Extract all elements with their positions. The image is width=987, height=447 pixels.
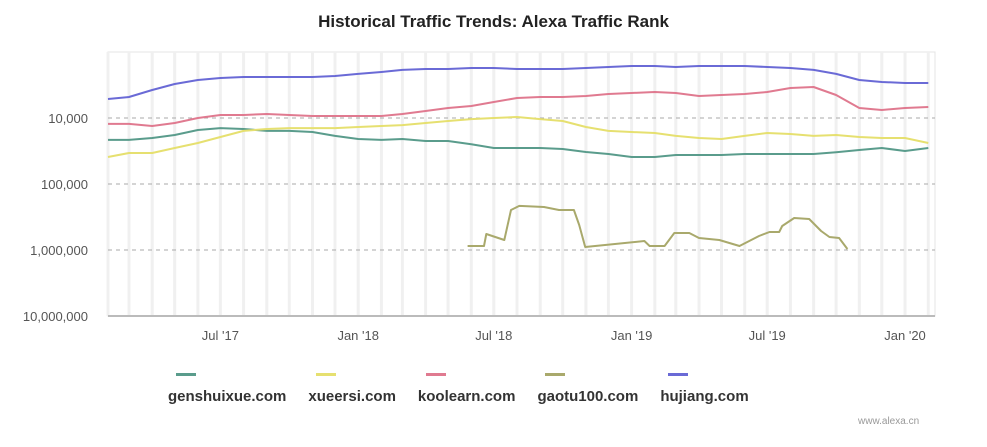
grid: [106, 51, 936, 317]
x-tick-label: Jul '17: [202, 328, 239, 343]
axes: 10,000 100,000 1,000,000 10,000,000 Jul '17 J…: [23, 111, 935, 343]
legend-item-gaotu100[interactable]: gaotu100.com: [537, 372, 638, 405]
y-tick-label: 1,000,000: [30, 243, 88, 258]
legend-swatch: [176, 373, 196, 376]
legend-swatch: [545, 373, 566, 376]
legend-label: genshuixue.com: [168, 388, 287, 405]
x-tick-label: Jul '18: [475, 328, 512, 343]
legend: genshuixue.com xueersi.com koolearn.com …: [168, 372, 771, 405]
chart-title: Historical Traffic Trends: Alexa Traffic…: [318, 12, 669, 31]
plot-area: [107, 51, 936, 317]
series-line-hujiang: [107, 65, 929, 100]
y-tick-label: 100,000: [41, 177, 88, 192]
y-tick-label: 10,000,000: [23, 309, 88, 324]
legend-label: xueersi.com: [308, 388, 396, 405]
x-tick-label: Jan '18: [337, 328, 379, 343]
legend-label: koolearn.com: [417, 388, 516, 405]
series-line-genshuixue: [108, 127, 929, 158]
legend-label: gaotu100.com: [537, 388, 639, 405]
legend-item-hujiang[interactable]: hujiang.com: [660, 372, 749, 405]
series-line-koolearn: [108, 86, 929, 127]
x-tick-label: Jan '19: [611, 328, 653, 343]
series-lines: [107, 65, 929, 250]
legend-swatch: [668, 373, 689, 376]
legend-item-xueersi[interactable]: xueersi.com: [308, 372, 396, 405]
legend-item-koolearn[interactable]: koolearn.com: [417, 372, 516, 405]
legend-swatch: [316, 373, 337, 376]
legend-item-genshuixue[interactable]: genshuixue.com: [168, 372, 286, 405]
legend-swatch: [425, 373, 446, 376]
x-tick-label: Jul '19: [749, 328, 786, 343]
y-tick-label: 10,000: [48, 111, 88, 126]
legend-label: hujiang.com: [660, 388, 749, 405]
series-line-xueersi: [107, 116, 929, 158]
watermark: www.alexa.cn: [858, 416, 920, 427]
x-tick-label: Jan '20: [884, 328, 926, 343]
series-line-gaotu100: [467, 204, 849, 250]
